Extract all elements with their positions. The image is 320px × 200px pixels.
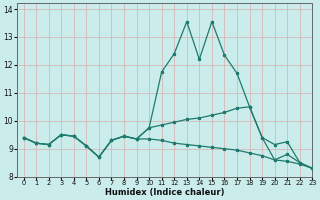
X-axis label: Humidex (Indice chaleur): Humidex (Indice chaleur): [105, 188, 225, 197]
